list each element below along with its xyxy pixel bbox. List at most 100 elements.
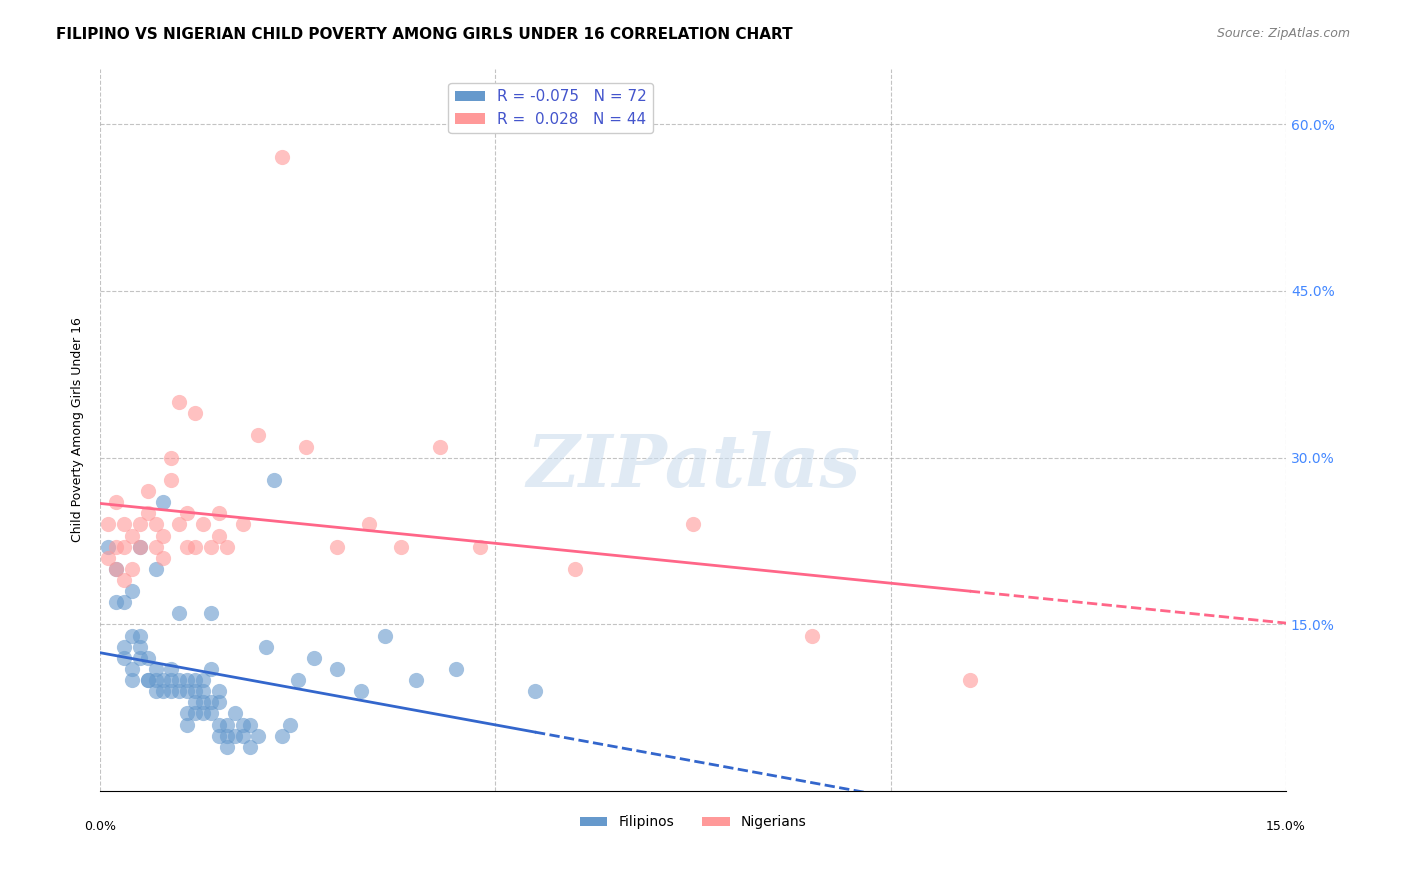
Text: FILIPINO VS NIGERIAN CHILD POVERTY AMONG GIRLS UNDER 16 CORRELATION CHART: FILIPINO VS NIGERIAN CHILD POVERTY AMONG… bbox=[56, 27, 793, 42]
Point bbox=[136, 650, 159, 665]
Point bbox=[128, 517, 150, 532]
Point bbox=[184, 540, 207, 554]
Point bbox=[959, 673, 981, 687]
Text: 15.0%: 15.0% bbox=[1265, 820, 1306, 833]
Point bbox=[326, 662, 349, 676]
Point bbox=[191, 695, 214, 709]
Point bbox=[176, 717, 198, 731]
Point bbox=[184, 684, 207, 698]
Point bbox=[191, 706, 214, 721]
Point bbox=[145, 673, 167, 687]
Point bbox=[145, 662, 167, 676]
Point bbox=[184, 673, 207, 687]
Point bbox=[682, 517, 704, 532]
Point bbox=[160, 684, 183, 698]
Point bbox=[389, 540, 412, 554]
Point bbox=[444, 662, 467, 676]
Point bbox=[191, 684, 214, 698]
Point bbox=[208, 506, 231, 520]
Point bbox=[224, 706, 246, 721]
Point bbox=[145, 540, 167, 554]
Point bbox=[208, 717, 231, 731]
Point bbox=[169, 684, 191, 698]
Point bbox=[429, 440, 451, 454]
Point bbox=[184, 406, 207, 420]
Point bbox=[112, 650, 135, 665]
Point bbox=[524, 684, 547, 698]
Point bbox=[105, 495, 128, 509]
Point bbox=[239, 739, 262, 754]
Point bbox=[564, 562, 586, 576]
Text: Source: ZipAtlas.com: Source: ZipAtlas.com bbox=[1216, 27, 1350, 40]
Point bbox=[121, 528, 143, 542]
Point bbox=[169, 673, 191, 687]
Point bbox=[215, 729, 238, 743]
Point bbox=[208, 695, 231, 709]
Point bbox=[169, 607, 191, 621]
Point bbox=[112, 640, 135, 654]
Point bbox=[176, 506, 198, 520]
Point bbox=[208, 684, 231, 698]
Point bbox=[200, 695, 222, 709]
Point bbox=[112, 517, 135, 532]
Point bbox=[215, 739, 238, 754]
Point bbox=[105, 562, 128, 576]
Point bbox=[152, 528, 174, 542]
Point bbox=[357, 517, 380, 532]
Point bbox=[152, 495, 174, 509]
Point bbox=[405, 673, 427, 687]
Point bbox=[326, 540, 349, 554]
Point bbox=[136, 484, 159, 499]
Point bbox=[231, 717, 253, 731]
Point bbox=[145, 517, 167, 532]
Point bbox=[152, 550, 174, 565]
Point bbox=[247, 428, 270, 442]
Point bbox=[97, 540, 120, 554]
Point bbox=[97, 550, 120, 565]
Point bbox=[160, 673, 183, 687]
Point bbox=[121, 562, 143, 576]
Point bbox=[231, 729, 253, 743]
Point bbox=[128, 650, 150, 665]
Point bbox=[169, 395, 191, 409]
Point bbox=[112, 595, 135, 609]
Point bbox=[136, 506, 159, 520]
Y-axis label: Child Poverty Among Girls Under 16: Child Poverty Among Girls Under 16 bbox=[72, 318, 84, 542]
Point bbox=[112, 573, 135, 587]
Point bbox=[271, 729, 294, 743]
Point bbox=[374, 629, 396, 643]
Point bbox=[152, 684, 174, 698]
Point bbox=[468, 540, 491, 554]
Point bbox=[121, 662, 143, 676]
Point bbox=[128, 629, 150, 643]
Point bbox=[800, 629, 823, 643]
Point bbox=[112, 540, 135, 554]
Point bbox=[105, 540, 128, 554]
Point bbox=[200, 540, 222, 554]
Point bbox=[184, 695, 207, 709]
Point bbox=[191, 517, 214, 532]
Text: 0.0%: 0.0% bbox=[84, 820, 117, 833]
Point bbox=[128, 540, 150, 554]
Point bbox=[105, 595, 128, 609]
Point bbox=[191, 673, 214, 687]
Point bbox=[200, 662, 222, 676]
Point bbox=[160, 473, 183, 487]
Point bbox=[160, 450, 183, 465]
Point bbox=[215, 717, 238, 731]
Point bbox=[231, 517, 253, 532]
Point bbox=[136, 673, 159, 687]
Point bbox=[287, 673, 309, 687]
Point bbox=[176, 540, 198, 554]
Point bbox=[302, 650, 325, 665]
Point bbox=[121, 584, 143, 599]
Point bbox=[208, 729, 231, 743]
Point bbox=[152, 673, 174, 687]
Point bbox=[145, 684, 167, 698]
Legend: Filipinos, Nigerians: Filipinos, Nigerians bbox=[574, 810, 813, 835]
Point bbox=[208, 528, 231, 542]
Point bbox=[145, 562, 167, 576]
Point bbox=[200, 607, 222, 621]
Point bbox=[176, 684, 198, 698]
Point bbox=[128, 640, 150, 654]
